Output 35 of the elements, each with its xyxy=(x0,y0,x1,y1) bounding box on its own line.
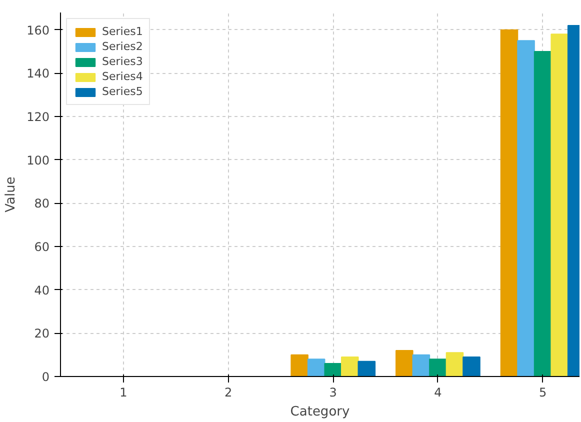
x-tick-label: 2 xyxy=(224,386,232,400)
x-axis-title: Category xyxy=(290,404,350,420)
y-tick-label: 120 xyxy=(26,110,50,124)
bar xyxy=(307,358,326,376)
legend-label: Series3 xyxy=(102,55,143,68)
bar xyxy=(358,360,376,376)
bar xyxy=(462,356,480,376)
legend-label: Series5 xyxy=(102,85,143,98)
bar xyxy=(429,358,447,376)
y-tick-label: 100 xyxy=(26,153,50,168)
bar xyxy=(534,51,552,376)
x-tick-label: 4 xyxy=(434,386,442,400)
y-tick-label: 80 xyxy=(34,196,50,211)
bar xyxy=(290,354,308,376)
y-axis-title: Value xyxy=(4,176,19,212)
y-tick-label: 20 xyxy=(34,326,50,341)
y-tick-label: 160 xyxy=(26,23,50,38)
y-tick-label: 0 xyxy=(42,370,50,384)
x-tick-label: 3 xyxy=(329,386,337,400)
y-tick-label: 60 xyxy=(34,240,50,254)
bar xyxy=(340,356,359,376)
y-tick-label: 140 xyxy=(26,66,50,81)
legend-label: Series4 xyxy=(102,70,143,83)
x-tick-label: 1 xyxy=(120,386,128,400)
y-tick-label: 40 xyxy=(34,283,50,298)
bar xyxy=(446,352,464,376)
bar xyxy=(412,354,430,376)
bar xyxy=(517,40,535,376)
bar xyxy=(550,34,568,376)
bar xyxy=(500,29,518,376)
x-tick-label: 5 xyxy=(538,386,547,400)
legend-label: Series1 xyxy=(102,25,143,38)
bar xyxy=(396,350,414,376)
legend-label: Series2 xyxy=(102,40,143,53)
bar xyxy=(324,363,342,376)
